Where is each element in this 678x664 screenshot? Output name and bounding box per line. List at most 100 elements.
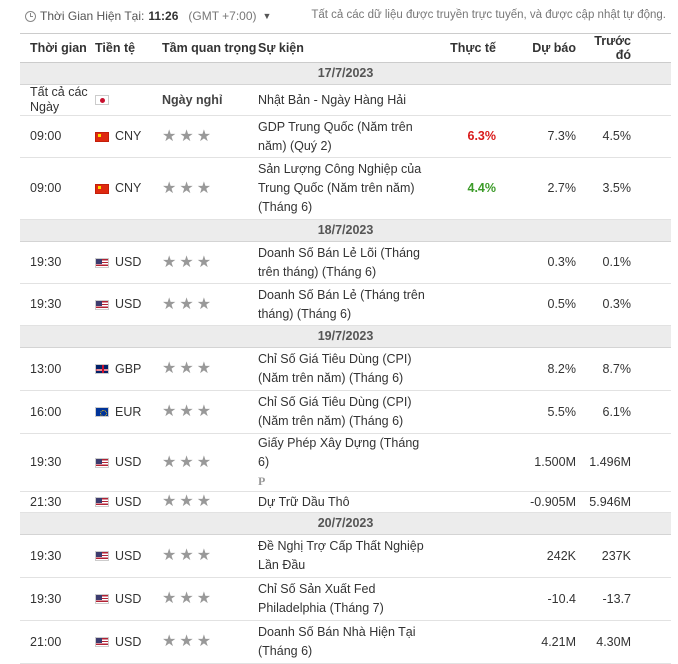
event-name-cell[interactable]: Chỉ Số Giá Tiêu Dùng (CPI) (Năm trên năm…: [258, 390, 438, 434]
chevron-down-icon[interactable]: ▼: [262, 11, 272, 21]
importance-stars-icon: ★★★: [162, 453, 215, 471]
currency-cell: GBP: [95, 347, 162, 391]
event-name-cell[interactable]: Doanh Số Bán Nhà Hiện Tại (Tháng 6): [258, 620, 438, 664]
date-group-row: 20/7/2023: [20, 512, 671, 535]
event-row[interactable]: 13:00 GBP ★★★ Chỉ Số Giá Tiêu Dùng (CPI) (N…: [20, 347, 671, 391]
event-name[interactable]: Dự Trữ Dầu Thô: [258, 494, 350, 509]
event-name[interactable]: Sản Lượng Công Nghiệp của Trung Quốc (Nă…: [258, 162, 422, 214]
currency-code: USD: [115, 591, 142, 606]
event-name[interactable]: Chỉ Số Sản Xuất Fed Philadelphia (Tháng …: [258, 582, 384, 615]
currency-code: USD: [115, 634, 142, 649]
currency-cell: USD: [95, 620, 162, 664]
event-time: 19:30: [20, 577, 95, 621]
us-flag-icon: [95, 257, 109, 268]
event-name[interactable]: Đề Nghị Trợ Cấp Thất Nghiệp Lần Đầu: [258, 539, 424, 572]
event-name-cell[interactable]: GDP Trung Quốc (Năm trên năm) (Quý 2): [258, 115, 438, 158]
event-name-cell[interactable]: Sản Lượng Công Nghiệp của Trung Quốc (Nă…: [258, 157, 438, 220]
col-time-header[interactable]: Thời gian: [20, 33, 95, 63]
col-previous-header[interactable]: Trước đó: [588, 33, 671, 63]
jp-flag-icon: [95, 95, 109, 105]
actual-value: [438, 433, 508, 492]
clock-icon: [25, 10, 36, 22]
previous-value: 3.5%: [588, 157, 671, 220]
eu-flag-icon: [95, 407, 109, 417]
previous-value: 6.1%: [588, 390, 671, 434]
col-currency-header[interactable]: Tiền tệ: [95, 33, 162, 63]
event-name[interactable]: Chỉ Số Giá Tiêu Dùng (CPI) (Năm trên năm…: [258, 352, 412, 385]
forecast-value: -10.4: [508, 577, 588, 621]
event-name-cell[interactable]: Dự Trữ Dầu Thô: [258, 491, 438, 513]
event-name[interactable]: Nhật Bản - Ngày Hàng Hải: [258, 92, 406, 107]
event-time: 19:30: [20, 433, 95, 492]
date-group-row: 19/7/2023: [20, 325, 671, 348]
actual-value: [438, 577, 508, 621]
col-event-header[interactable]: Sự kiện: [258, 33, 438, 63]
importance-cell: ★★★: [162, 433, 258, 492]
importance-cell: ★★★: [162, 491, 258, 513]
event-name-cell[interactable]: Doanh Số Bán Lẻ (Tháng trên tháng) (Thán…: [258, 283, 438, 326]
event-row[interactable]: 19:30 USD ★★★ Chỉ Số Sản Xuất Fed Philadelp…: [20, 577, 671, 621]
event-row[interactable]: 19:30 USD ★★★ Doanh Số Bán Lẻ Lõi (Tháng tr…: [20, 241, 671, 284]
event-name[interactable]: Doanh Số Bán Nhà Hiện Tại (Tháng 6): [258, 625, 416, 658]
previous-value: 237K: [588, 534, 671, 578]
actual-value: [438, 84, 508, 116]
us-flag-icon: [95, 457, 109, 468]
event-name[interactable]: GDP Trung Quốc (Năm trên năm) (Quý 2): [258, 119, 413, 153]
forecast-value: 0.5%: [508, 283, 588, 326]
event-row[interactable]: 09:00 CNY ★★★ Sản Lượng Công Nghiệp của Tru…: [20, 157, 671, 220]
forecast-value: [508, 84, 588, 116]
event-name-cell[interactable]: Doanh Số Bán Lẻ Lõi (Tháng trên tháng) (…: [258, 241, 438, 284]
clock-label: Thời Gian Hiện Tại:: [40, 9, 145, 23]
forecast-value: 242K: [508, 534, 588, 578]
economic-calendar-table: Thời gian Tiền tệ Tầm quan trọng Sự kiện…: [20, 33, 671, 664]
event-row[interactable]: 21:00 USD ★★★ Doanh Số Bán Nhà Hiện Tại (Th…: [20, 620, 671, 664]
us-flag-icon: [95, 594, 109, 604]
currency-code: EUR: [115, 404, 142, 419]
date-header: 19/7/2023: [20, 325, 671, 348]
event-name-cell[interactable]: Chỉ Số Giá Tiêu Dùng (CPI) (Năm trên năm…: [258, 347, 438, 391]
event-row[interactable]: 19:30 USD ★★★ Doanh Số Bán Lẻ (Tháng trên t…: [20, 283, 671, 326]
forecast-value: -0.905M: [508, 491, 588, 513]
forecast-value: 1.500M: [508, 433, 588, 492]
event-name-cell[interactable]: Giấy Phép Xây Dựng (Tháng 6) P: [258, 433, 438, 492]
event-name[interactable]: Doanh Số Bán Lẻ (Tháng trên tháng) (Thán…: [258, 287, 425, 321]
event-row[interactable]: 19:30 USD ★★★ Đề Nghị Trợ Cấp Thất Nghiệp L…: [20, 534, 671, 578]
forecast-value: 8.2%: [508, 347, 588, 391]
col-importance-header[interactable]: Tầm quan trọng: [162, 33, 258, 63]
col-forecast-header[interactable]: Dự báo: [508, 33, 588, 63]
date-header: 18/7/2023: [20, 219, 671, 242]
event-name-cell[interactable]: Chỉ Số Sản Xuất Fed Philadelphia (Tháng …: [258, 577, 438, 621]
table-header-row: Thời gian Tiền tệ Tầm quan trọng Sự kiện…: [20, 33, 671, 63]
clock-time: 11:26: [148, 9, 179, 23]
col-actual-header[interactable]: Thực tế: [438, 33, 508, 63]
timezone-label: (GMT +7:00): [188, 9, 257, 23]
currency-code: USD: [115, 494, 142, 509]
importance-stars-icon: ★★★: [162, 360, 215, 377]
importance-cell: ★★★: [162, 534, 258, 578]
event-name[interactable]: Giấy Phép Xây Dựng (Tháng 6): [258, 436, 420, 469]
event-row[interactable]: 16:00 EUR ★★★ Chỉ Số Giá Tiêu Dùng (CPI) (N…: [20, 390, 671, 434]
forecast-value: 7.3%: [508, 115, 588, 158]
importance-stars-icon: ★★★: [162, 590, 215, 607]
actual-value: [438, 283, 508, 326]
date-header: 17/7/2023: [20, 62, 671, 85]
event-time: 19:30: [20, 283, 95, 326]
event-row[interactable]: 09:00 CNY ★★★ GDP Trung Quốc (Năm trên năm)…: [20, 115, 671, 158]
currency-cell: USD: [95, 534, 162, 578]
event-time: 21:00: [20, 620, 95, 664]
timezone-selector[interactable]: Thời Gian Hiện Tại: 11:26 (GMT +7:00) ▼: [25, 9, 271, 23]
forecast-value: 2.7%: [508, 157, 588, 220]
event-row[interactable]: Tất cả các Ngày Ngày nghỉ Nhật Bản - Ngày …: [20, 84, 671, 116]
event-row[interactable]: 19:30 USD ★★★ Giấy Phép Xây Dựng (Tháng 6) P…: [20, 433, 671, 492]
event-name-cell[interactable]: Đề Nghị Trợ Cấp Thất Nghiệp Lần Đầu: [258, 534, 438, 578]
date-group-row: 17/7/2023: [20, 62, 671, 85]
event-name[interactable]: Chỉ Số Giá Tiêu Dùng (CPI) (Năm trên năm…: [258, 395, 412, 428]
event-name[interactable]: Doanh Số Bán Lẻ Lõi (Tháng trên tháng) (…: [258, 245, 420, 279]
event-row[interactable]: 21:30 USD ★★★ Dự Trữ Dầu Thô -0.905M 5.946M: [20, 491, 671, 513]
currency-cell: USD: [95, 577, 162, 621]
currency-cell: [95, 84, 162, 116]
importance-cell: ★★★: [162, 283, 258, 326]
event-name-cell[interactable]: Nhật Bản - Ngày Hàng Hải: [258, 84, 438, 116]
event-time: 13:00: [20, 347, 95, 391]
importance-cell: ★★★: [162, 620, 258, 664]
